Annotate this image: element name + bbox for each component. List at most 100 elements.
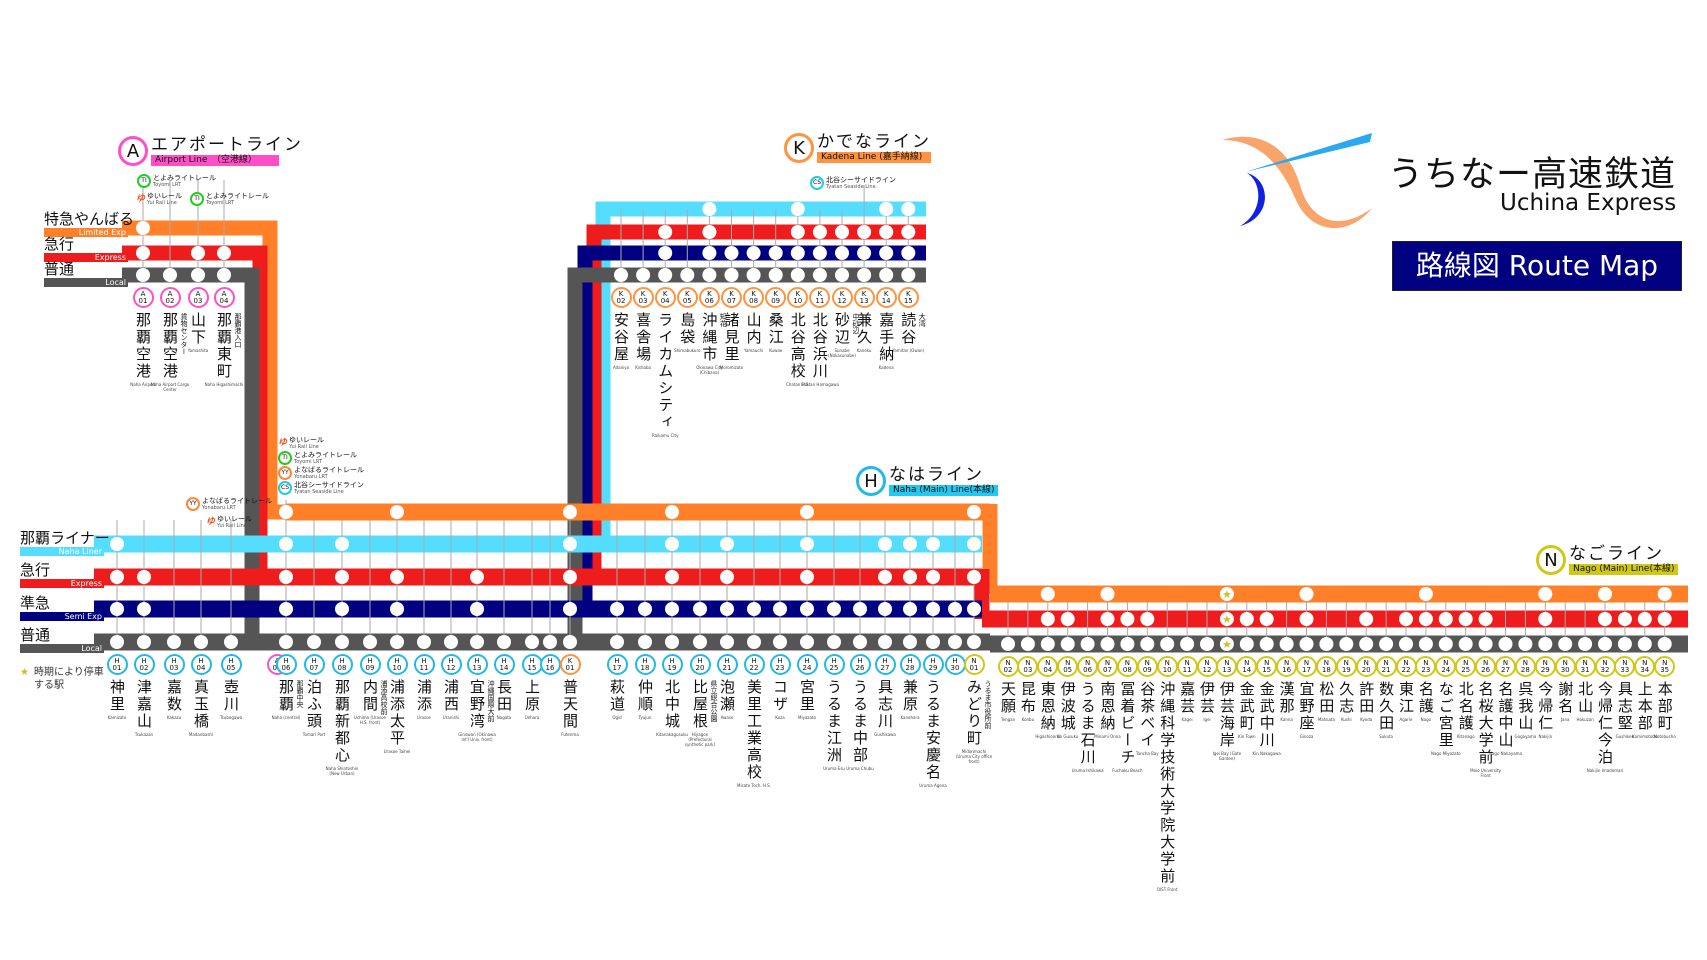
station[interactable]: K 01 普天間 Futenma (558, 654, 582, 737)
station[interactable]: K 13 兼久 Kaneku (852, 287, 876, 353)
stop-dot-liner (967, 537, 981, 551)
station[interactable]: H 24 宮里 Miyazato (795, 654, 819, 720)
station[interactable]: N 18 松田 Matsuda (1314, 656, 1338, 722)
station-romaji: Naha Higashimachi (204, 382, 244, 387)
station-romaji: Uruma Ishikawa (1071, 768, 1104, 773)
station[interactable]: H 08 那覇新都心 Naha Shintoshin (New Urban) (326, 654, 358, 776)
station[interactable]: H 09 内間 浦添高校前 Uchima (Urasoe H.S. front) (354, 654, 388, 725)
station-name: 東恩納 (1038, 681, 1057, 732)
station-line-code: A (167, 289, 173, 298)
stop-dot-semi (110, 602, 124, 616)
station[interactable]: A 02 那覇空港 貨物センター Naha Airport Cargo Center (151, 287, 189, 392)
station[interactable]: N 12 伊芸 Igei (1195, 656, 1219, 722)
station[interactable]: K 07 諸見里 Moromizato (720, 287, 744, 370)
station[interactable]: N 14 金武町 Kin Town (1235, 656, 1259, 739)
station[interactable]: N 35 本部町 Motobucho (1653, 656, 1677, 739)
station[interactable]: H 11 浦添 Urasoe (412, 654, 436, 720)
station[interactable]: H 05 壺川 Tsubogawa (219, 654, 243, 720)
station-number: 07 (309, 663, 319, 672)
station[interactable]: N 34 上本部 Kamimotobu (1632, 656, 1658, 739)
station[interactable]: N 08 冨着ビーチ Fuchaku Beach (1112, 656, 1142, 773)
station[interactable]: N 30 謝名 Jana (1553, 656, 1577, 722)
station[interactable]: N 10 沖縄科学技術大学院大学前 OIST Front (1155, 656, 1179, 892)
stop-dot-express (665, 570, 679, 584)
stop-dot-semi (335, 602, 349, 616)
station[interactable]: H 04 真玉橋 Madanbashi (189, 654, 213, 737)
station[interactable]: K 09 桑江 Kuwae (764, 287, 788, 353)
service-jp: 那覇ライナー (20, 529, 110, 547)
station-number: 10 (1162, 665, 1172, 674)
station[interactable]: N 03 昆布 Konbu (1016, 656, 1040, 722)
station[interactable]: H 21 泡瀬 Awase (715, 654, 739, 720)
station[interactable]: K 06 沖縄市 知花 Okinawa City (Chibana) (696, 287, 727, 375)
station[interactable]: H 14 長田 Nagata (492, 654, 516, 720)
station[interactable]: K 08 山内 Yamauchi (742, 287, 766, 353)
stop-dot-liner (665, 537, 679, 551)
station[interactable]: A 01 那覇空港 Naha Airport (130, 287, 156, 387)
station-name: 壺川 (222, 679, 240, 713)
station[interactable]: H 28 兼原 Kanehara (898, 654, 922, 720)
stop-dot-local (680, 268, 695, 282)
stop-dot-limited (1100, 587, 1115, 601)
stop-dot-local (1160, 637, 1175, 651)
station[interactable]: K 05 島袋 Shimabukuro (674, 287, 700, 353)
station[interactable]: H 01 神里 Kamizato (105, 654, 129, 720)
station[interactable]: K 02 安谷屋 Adaniya (609, 287, 633, 370)
stop-dot-local (638, 635, 652, 649)
station-name: 東江 (1397, 681, 1415, 715)
station[interactable]: N 15 金武中川 Kin Nakagawa (1252, 656, 1281, 756)
station[interactable]: H 13 宜野湾 沖縄国際大前 Ginowan (Okinawa Int'l Univ.… (458, 654, 496, 742)
station-line-code: N (1204, 658, 1210, 667)
station[interactable]: N 29 今帰仁 Nakijin (1533, 656, 1557, 739)
station[interactable]: K 12 砂辺 中砂辺 Sunabe (Nakasunabe) (828, 287, 860, 358)
station[interactable]: H 26 うるま中部 Uruma Chubu (846, 654, 874, 771)
station[interactable]: K 14 嘉手納 Kadena (874, 287, 898, 370)
station[interactable]: K 04 ライカムシティ Raikamu City (652, 287, 678, 438)
station[interactable]: N 23 名護 Nago (1414, 656, 1438, 722)
station[interactable]: A 04 那覇東町 那覇港入口 Naha Higashimachi (205, 287, 243, 387)
station[interactable]: N 13 伊芸海岸 Igei Bay (Gate Garden) (1213, 656, 1241, 761)
station[interactable]: N 25 北名護 Kitanago (1454, 656, 1478, 739)
station[interactable]: N 01 みどり町 うるま市役所前 Midorimachi (Uruma City of… (956, 654, 992, 764)
station[interactable]: H 07 泊ふ頭 Tomari Port (302, 654, 326, 737)
station[interactable]: N 11 嘉芸 Kagei (1175, 656, 1199, 722)
station-line-code: K (685, 289, 690, 298)
station[interactable]: H 25 うるま江洲 Uruma Esu (822, 654, 846, 771)
station[interactable]: H 03 嘉数 Kakazu (162, 654, 186, 720)
station-name: みどり町 (965, 679, 983, 747)
tyatan-icon: CS (278, 481, 292, 495)
station[interactable]: A 03 山下 Yamashita (186, 287, 210, 353)
station[interactable]: H 15 上原 Uehara (520, 654, 544, 720)
station[interactable]: K 10 北谷高校 Chatan H.S. (786, 287, 810, 387)
station[interactable]: N 07 南恩納 Minami Onna (1094, 656, 1121, 739)
station-name: 内間 (361, 679, 379, 713)
station[interactable]: H 23 コザ Koza (768, 654, 792, 720)
station[interactable]: H 22 美里工業高校 Misato Tech. H.S. (737, 654, 771, 788)
station-line-code: K (707, 289, 712, 298)
station[interactable]: K 15 読谷 大湾 Yomitan (Owan) (892, 287, 926, 353)
station-name: 那覇新都心 (333, 679, 351, 764)
station[interactable]: H 29 うるま安慶名 Uruma Agena (919, 654, 947, 788)
station[interactable]: H 27 具志川 Gushikawa (873, 654, 897, 737)
stop-dot-local (610, 635, 624, 649)
station[interactable]: H 19 北中城 Kitanakagusuku (656, 654, 688, 737)
station[interactable]: H 02 津嘉山 Tsukazan (132, 654, 156, 737)
stop-dot-local (444, 635, 458, 649)
station[interactable]: K 11 北谷浜川 Chatan Hamagawa (801, 287, 839, 387)
station[interactable]: H 17 萩道 Ogid (605, 654, 629, 720)
station[interactable]: H 06 那覇 那覇中央 Naha (central) (272, 654, 304, 720)
station-romaji: Kyoda (1360, 717, 1373, 722)
station[interactable]: K 03 喜舎場 Kishaba (631, 287, 655, 370)
station[interactable]: N 02 天願 Tengan (996, 656, 1020, 722)
station[interactable]: N 20 許田 Kyoda (1354, 656, 1378, 722)
station[interactable]: H 12 浦西 Uranishi (439, 654, 463, 720)
transfer-en: Yui Rail Line (147, 200, 177, 206)
station[interactable]: N 24 なご宮里 Nago Miyazato (1431, 656, 1461, 756)
station[interactable]: H 20 比屋根 県立総合公園 Hiyagon (Prefectural synthet… (685, 654, 718, 747)
station-line-code: N (1343, 658, 1349, 667)
station[interactable]: H 10 浦添太平 Urasoe Taihei (384, 654, 410, 754)
station[interactable]: H 18 仲順 Tyujun (633, 654, 657, 720)
station-romaji: Kushi (1340, 717, 1352, 722)
station[interactable]: N 31 北山 Hokuzan (1573, 656, 1597, 722)
station-line-code: H (882, 656, 888, 665)
